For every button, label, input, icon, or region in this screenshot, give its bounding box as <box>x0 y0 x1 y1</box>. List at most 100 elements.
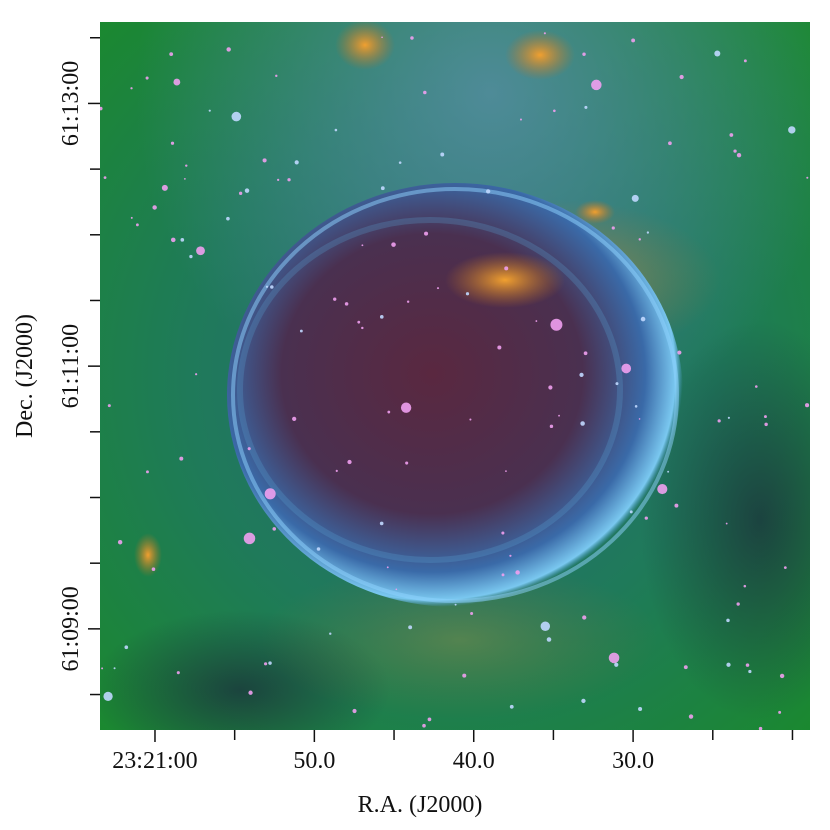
star <box>727 416 730 419</box>
star <box>726 618 730 623</box>
star <box>550 318 563 331</box>
star <box>579 372 584 378</box>
star <box>103 176 107 180</box>
star <box>410 36 414 40</box>
star <box>248 690 253 695</box>
star <box>640 316 646 322</box>
star <box>107 404 111 408</box>
star <box>470 611 474 615</box>
star <box>169 52 174 57</box>
star <box>501 573 505 577</box>
star <box>629 510 633 514</box>
star <box>173 78 181 86</box>
star <box>185 164 188 167</box>
star <box>152 205 157 210</box>
star <box>265 285 269 288</box>
x-tick-label: 23:21:00 <box>112 748 197 774</box>
x-tick-label: 40.0 <box>453 748 495 774</box>
star <box>422 723 426 728</box>
star <box>726 662 731 667</box>
star <box>583 351 588 356</box>
star <box>424 231 429 236</box>
star <box>465 292 470 296</box>
star <box>170 237 176 243</box>
star <box>743 584 747 588</box>
star <box>263 662 268 666</box>
star <box>657 483 668 495</box>
star <box>287 178 291 182</box>
star <box>549 424 554 429</box>
nebula-image <box>100 22 810 730</box>
star <box>386 566 389 569</box>
star <box>124 645 129 650</box>
star <box>548 385 553 390</box>
star <box>352 708 357 714</box>
star <box>299 329 303 333</box>
star <box>725 522 728 525</box>
star <box>335 469 338 472</box>
star <box>113 667 116 670</box>
star <box>584 105 588 109</box>
star <box>748 669 752 674</box>
star <box>745 663 750 667</box>
star <box>638 418 641 420</box>
star <box>454 603 457 606</box>
star <box>638 706 643 712</box>
star <box>243 532 256 545</box>
star <box>427 717 432 722</box>
star <box>591 79 602 91</box>
star <box>423 90 427 95</box>
star <box>244 188 250 193</box>
star <box>779 673 785 679</box>
star <box>103 691 113 702</box>
star <box>183 178 186 180</box>
star <box>644 516 648 520</box>
star <box>783 566 787 569</box>
star <box>764 415 767 419</box>
star <box>391 242 396 247</box>
star <box>270 285 274 289</box>
star <box>546 637 552 642</box>
x-axis-label: R.A. (J2000) <box>358 792 483 818</box>
star <box>638 238 641 241</box>
star <box>231 111 242 122</box>
star <box>264 488 276 500</box>
star <box>717 419 721 423</box>
star <box>646 231 650 234</box>
star <box>462 673 467 678</box>
star <box>400 402 412 413</box>
star <box>395 588 398 591</box>
y-tick-label: 61:13:00 <box>58 61 84 146</box>
star <box>405 461 409 465</box>
star <box>357 320 361 324</box>
star <box>195 373 198 376</box>
star <box>611 226 615 230</box>
star <box>294 160 299 165</box>
star <box>674 503 679 508</box>
star <box>558 414 560 417</box>
star <box>329 632 332 635</box>
star <box>238 191 243 195</box>
star <box>729 133 734 137</box>
star <box>683 665 688 670</box>
star <box>135 223 139 227</box>
star <box>509 554 512 557</box>
y-tick-label: 61:11:00 <box>58 324 84 408</box>
star <box>469 418 472 421</box>
star <box>145 76 149 80</box>
star <box>631 38 636 43</box>
star <box>515 570 520 575</box>
star <box>334 128 338 132</box>
star <box>614 662 619 667</box>
star <box>398 161 402 164</box>
star <box>688 714 694 719</box>
star <box>631 194 639 202</box>
star <box>733 149 737 153</box>
star <box>196 246 205 256</box>
star <box>381 36 383 39</box>
star <box>615 382 619 386</box>
star <box>361 244 364 247</box>
x-tick-label: 30.0 <box>612 748 654 774</box>
star <box>519 118 522 121</box>
